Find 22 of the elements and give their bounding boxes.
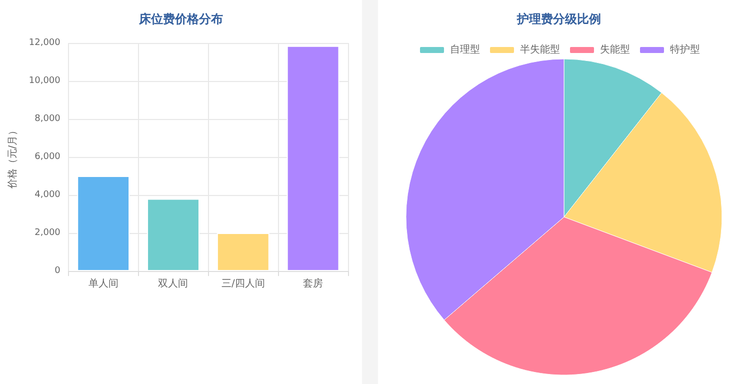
x-tick-label: 单人间 — [88, 278, 118, 290]
bar — [286, 46, 340, 271]
legend-label: 半失能型 — [520, 44, 560, 56]
y-tick-label: 0 — [54, 266, 61, 276]
bar — [147, 198, 200, 271]
y-tick-label: 2,000 — [34, 228, 61, 238]
x-tick-label: 套房 — [303, 278, 324, 290]
legend-label: 自理型 — [450, 44, 480, 56]
legend-label: 特护型 — [670, 44, 700, 56]
y-tick-label: 4,000 — [34, 190, 61, 200]
y-tick-label: 8,000 — [34, 114, 61, 124]
legend-label: 失能型 — [600, 44, 630, 56]
x-tick-label: 三/四人间 — [221, 278, 265, 290]
chart-title: 护理费分级比例 — [516, 12, 601, 26]
bar — [77, 176, 130, 271]
y-tick-label: 12,000 — [28, 38, 61, 48]
x-tick-label: 双人间 — [158, 278, 188, 290]
y-tick-label: 10,000 — [28, 76, 61, 86]
bar — [216, 233, 270, 271]
y-tick-label: 6,000 — [34, 152, 61, 162]
chart-title: 床位费价格分布 — [138, 12, 223, 26]
y-axis-title: 价格（元/月） — [6, 125, 18, 190]
